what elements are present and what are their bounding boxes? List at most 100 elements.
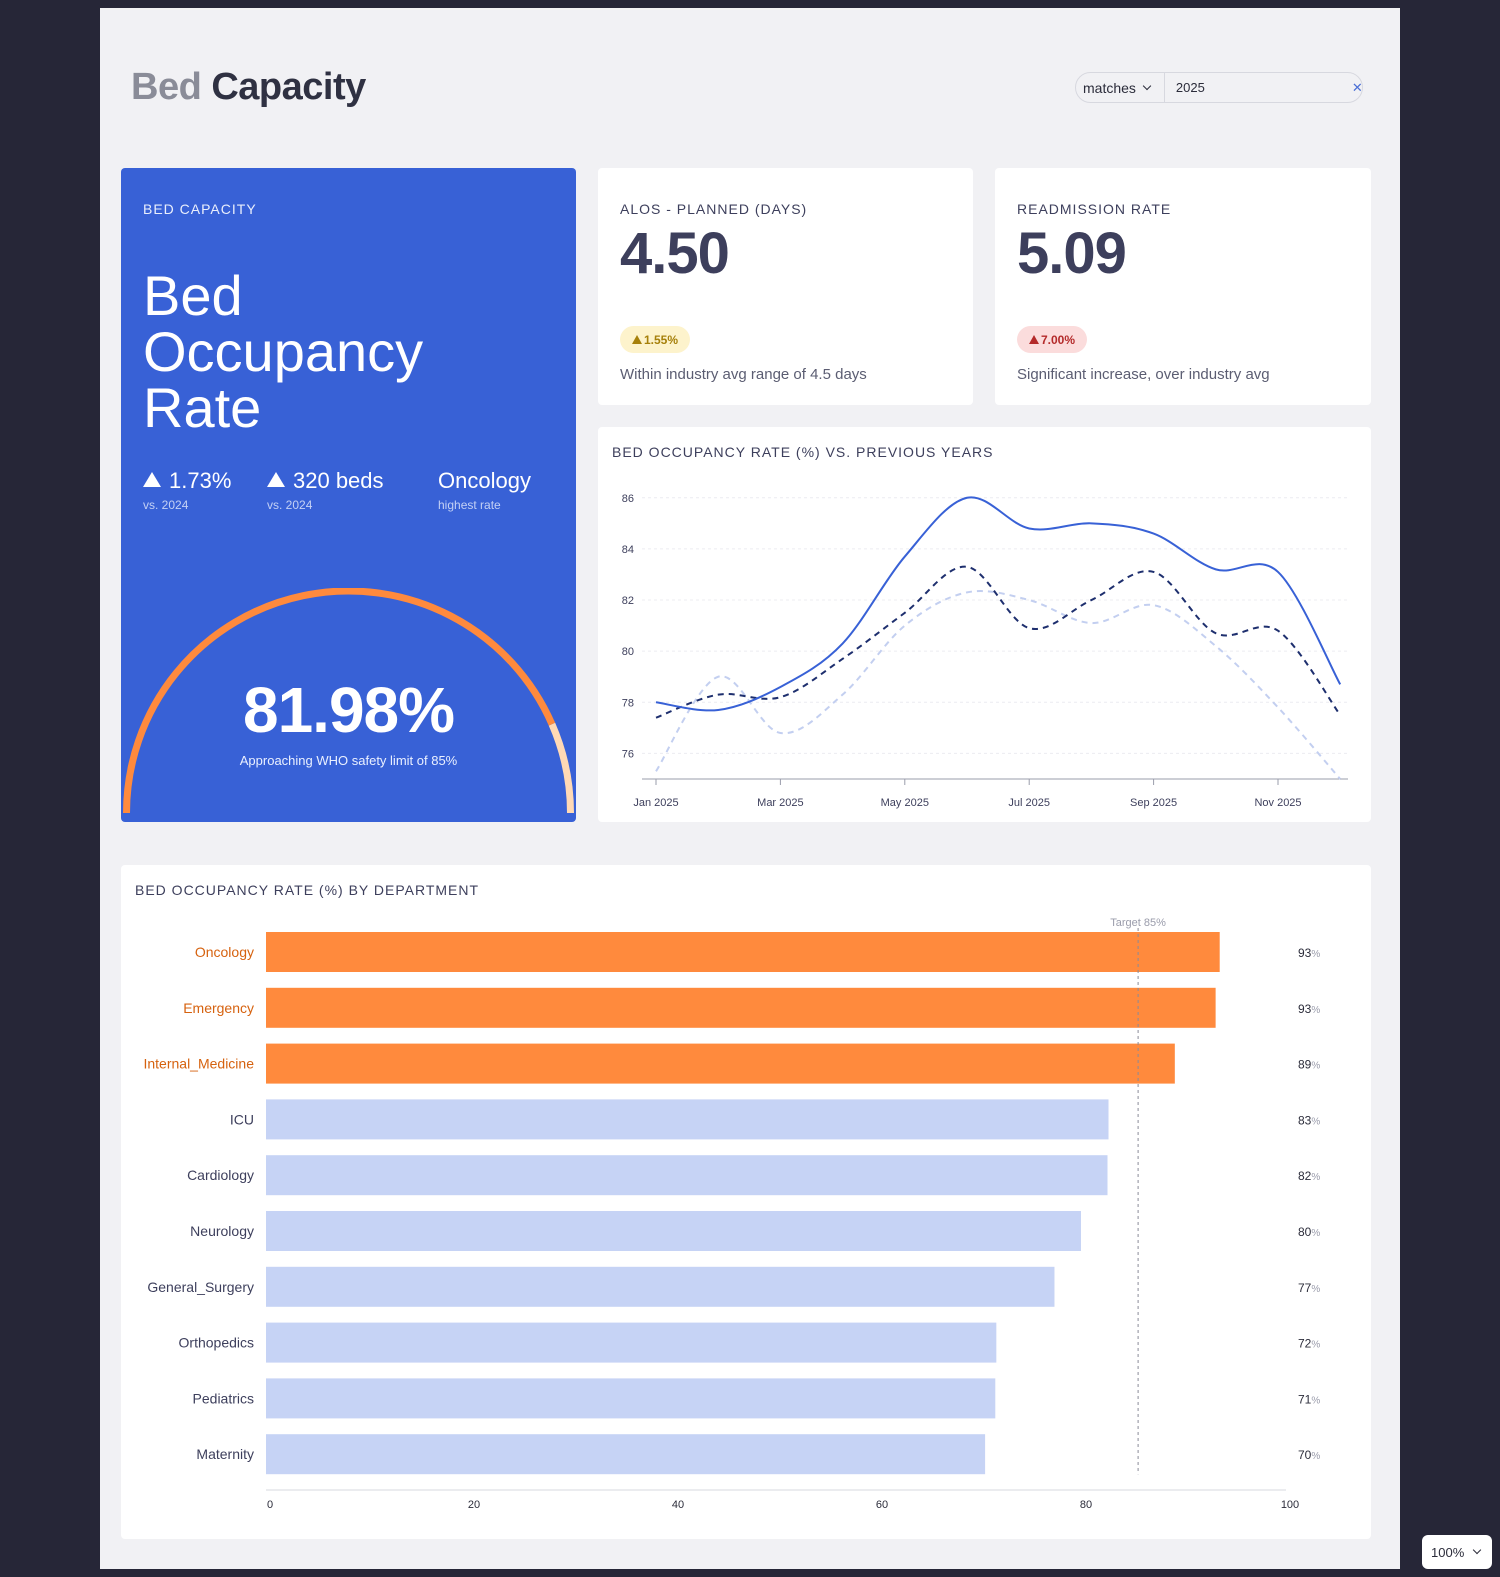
y-tick-label: 86 bbox=[622, 493, 634, 505]
kpi-note: Within industry avg range of 4.5 days bbox=[620, 366, 867, 383]
kpi-value: 5.09 bbox=[1017, 221, 1127, 286]
filter-operator-label: matches bbox=[1083, 79, 1136, 96]
occupancy-trend-card: BED OCCUPANCY RATE (%) VS. PREVIOUS YEAR… bbox=[598, 427, 1371, 822]
department-bar bbox=[266, 1434, 986, 1475]
y-tick-label: 80 bbox=[622, 646, 634, 658]
value-label: 89% bbox=[1298, 1058, 1320, 1072]
kpi-note: Significant increase, over industry avg bbox=[1017, 366, 1270, 383]
department-bar bbox=[266, 932, 1220, 972]
chevron-down-icon bbox=[1142, 81, 1152, 90]
change-badge: 1.55% bbox=[620, 326, 691, 353]
up-triangle-icon bbox=[632, 335, 642, 344]
category-label: Oncology bbox=[195, 944, 254, 960]
kpi-value: 4.50 bbox=[620, 221, 730, 286]
stat-value: 320 beds bbox=[293, 468, 384, 493]
category-label: General_Surgery bbox=[147, 1279, 254, 1295]
x-tick-label: Nov 2025 bbox=[1254, 797, 1301, 809]
stat-value: Oncology bbox=[438, 468, 531, 493]
x-tick-label: Sep 2025 bbox=[1130, 797, 1177, 809]
gauge-fill bbox=[123, 588, 556, 814]
value-label: 70% bbox=[1298, 1448, 1320, 1462]
chevron-down-icon bbox=[1473, 1545, 1482, 1555]
up-triangle-icon bbox=[267, 472, 285, 487]
y-tick-label: 82 bbox=[622, 595, 634, 607]
hero-title: Bed Occupancy Rate bbox=[143, 264, 424, 439]
x-tick-label: May 2025 bbox=[881, 797, 929, 809]
x-tick-label: 80 bbox=[1080, 1499, 1092, 1511]
stat-sub: highest rate bbox=[438, 498, 501, 512]
category-label: Neurology bbox=[190, 1223, 254, 1239]
alos-card: ALOS - PLANNED (DAYS) 4.50 1.55% Within … bbox=[598, 168, 973, 405]
x-tick-label: 40 bbox=[672, 1499, 684, 1511]
value-label: 72% bbox=[1298, 1337, 1320, 1351]
year-filter: matches ✕ bbox=[1075, 72, 1363, 103]
value-label: 83% bbox=[1298, 1113, 1320, 1127]
occupancy-value: 81.98% bbox=[242, 674, 455, 746]
occupancy-line-chart: 76 78 80 82 84 86 Jan 2025 Mar 2025 May 2025 Jul … bbox=[622, 493, 1348, 809]
series-line bbox=[655, 590, 1341, 780]
card-label: BED CAPACITY bbox=[143, 201, 257, 217]
category-label: Orthopedics bbox=[179, 1335, 254, 1351]
value-label: 93% bbox=[1298, 1002, 1320, 1016]
card-label: ALOS - PLANNED (DAYS) bbox=[620, 201, 808, 217]
zoom-dropdown[interactable]: 100% bbox=[1422, 1535, 1492, 1569]
category-label: Pediatrics bbox=[193, 1390, 254, 1406]
page-title: Bed Capacity bbox=[131, 66, 366, 109]
stat-change: 1.73% vs. 2024 bbox=[143, 468, 231, 512]
close-icon[interactable]: ✕ bbox=[1351, 79, 1363, 95]
category-label: Internal_Medicine bbox=[143, 1056, 254, 1072]
target-label: Target 85% bbox=[1110, 917, 1166, 929]
department-bar bbox=[266, 1043, 1175, 1084]
x-tick-label: Jan 2025 bbox=[633, 797, 678, 809]
badge-value: 7.00% bbox=[1041, 332, 1076, 347]
stat-value: 1.73% bbox=[169, 468, 232, 493]
up-triangle-icon bbox=[1029, 335, 1039, 344]
card-label: READMISSION RATE bbox=[1017, 201, 1172, 217]
change-badge: 7.00% bbox=[1017, 326, 1088, 353]
x-tick-label: Mar 2025 bbox=[757, 797, 803, 809]
department-bar bbox=[266, 987, 1216, 1028]
department-bar bbox=[266, 1266, 1055, 1307]
category-label: Cardiology bbox=[187, 1167, 254, 1183]
x-tick-label: 0 bbox=[267, 1499, 273, 1511]
filter-value-input[interactable] bbox=[1164, 73, 1352, 102]
value-label: 77% bbox=[1298, 1281, 1320, 1295]
category-label: ICU bbox=[230, 1111, 254, 1127]
occupancy-gauge bbox=[123, 588, 574, 814]
department-bar bbox=[266, 1211, 1081, 1251]
value-label: 93% bbox=[1298, 946, 1320, 960]
value-label: 71% bbox=[1298, 1392, 1320, 1406]
x-tick-label: 100 bbox=[1281, 1499, 1299, 1511]
bed-occupancy-card: BED CAPACITY Bed Occupancy Rate 1.73% vs… bbox=[121, 168, 576, 822]
gauge-track bbox=[548, 722, 574, 814]
department-bar bbox=[266, 1155, 1108, 1196]
x-tick-label: Jul 2025 bbox=[1008, 797, 1050, 809]
department-bar-chart: Oncology 93% Emergency 93% Internal_Medicine… bbox=[143, 917, 1320, 1511]
up-triangle-icon bbox=[143, 472, 161, 487]
card-label: BED OCCUPANCY RATE (%) BY DEPARTMENT bbox=[135, 882, 480, 898]
department-bar bbox=[266, 1322, 997, 1363]
stat-highest: Oncology highest rate bbox=[438, 468, 531, 512]
stat-sub: vs. 2024 bbox=[267, 498, 313, 512]
series-line bbox=[655, 496, 1342, 712]
y-tick-label: 84 bbox=[622, 544, 634, 556]
occupancy-note: Approaching WHO safety limit of 85% bbox=[239, 753, 458, 768]
series-line bbox=[655, 565, 1342, 719]
department-bar bbox=[266, 1099, 1109, 1140]
stat-beds: 320 beds vs. 2024 bbox=[267, 468, 384, 512]
dashboard-page: Bed Capacity matches ✕ BED CAPACITY Bed … bbox=[100, 8, 1400, 1569]
x-tick-label: 20 bbox=[468, 1499, 480, 1511]
department-bar bbox=[266, 1378, 996, 1419]
category-label: Emergency bbox=[183, 1000, 254, 1016]
page-title-part2: Capacity bbox=[211, 66, 366, 108]
filter-operator-dropdown[interactable]: matches bbox=[1076, 73, 1165, 102]
readmission-card: READMISSION RATE 5.09 7.00% Significant … bbox=[995, 168, 1371, 405]
card-label: BED OCCUPANCY RATE (%) VS. PREVIOUS YEAR… bbox=[612, 444, 994, 460]
badge-value: 1.55% bbox=[644, 332, 679, 347]
page-title-part1: Bed bbox=[131, 66, 202, 108]
y-tick-label: 76 bbox=[622, 748, 634, 760]
stat-sub: vs. 2024 bbox=[143, 498, 189, 512]
x-tick-label: 60 bbox=[876, 1499, 888, 1511]
value-label: 82% bbox=[1298, 1169, 1320, 1183]
department-occupancy-card: BED OCCUPANCY RATE (%) BY DEPARTMENT Onc… bbox=[121, 865, 1371, 1539]
